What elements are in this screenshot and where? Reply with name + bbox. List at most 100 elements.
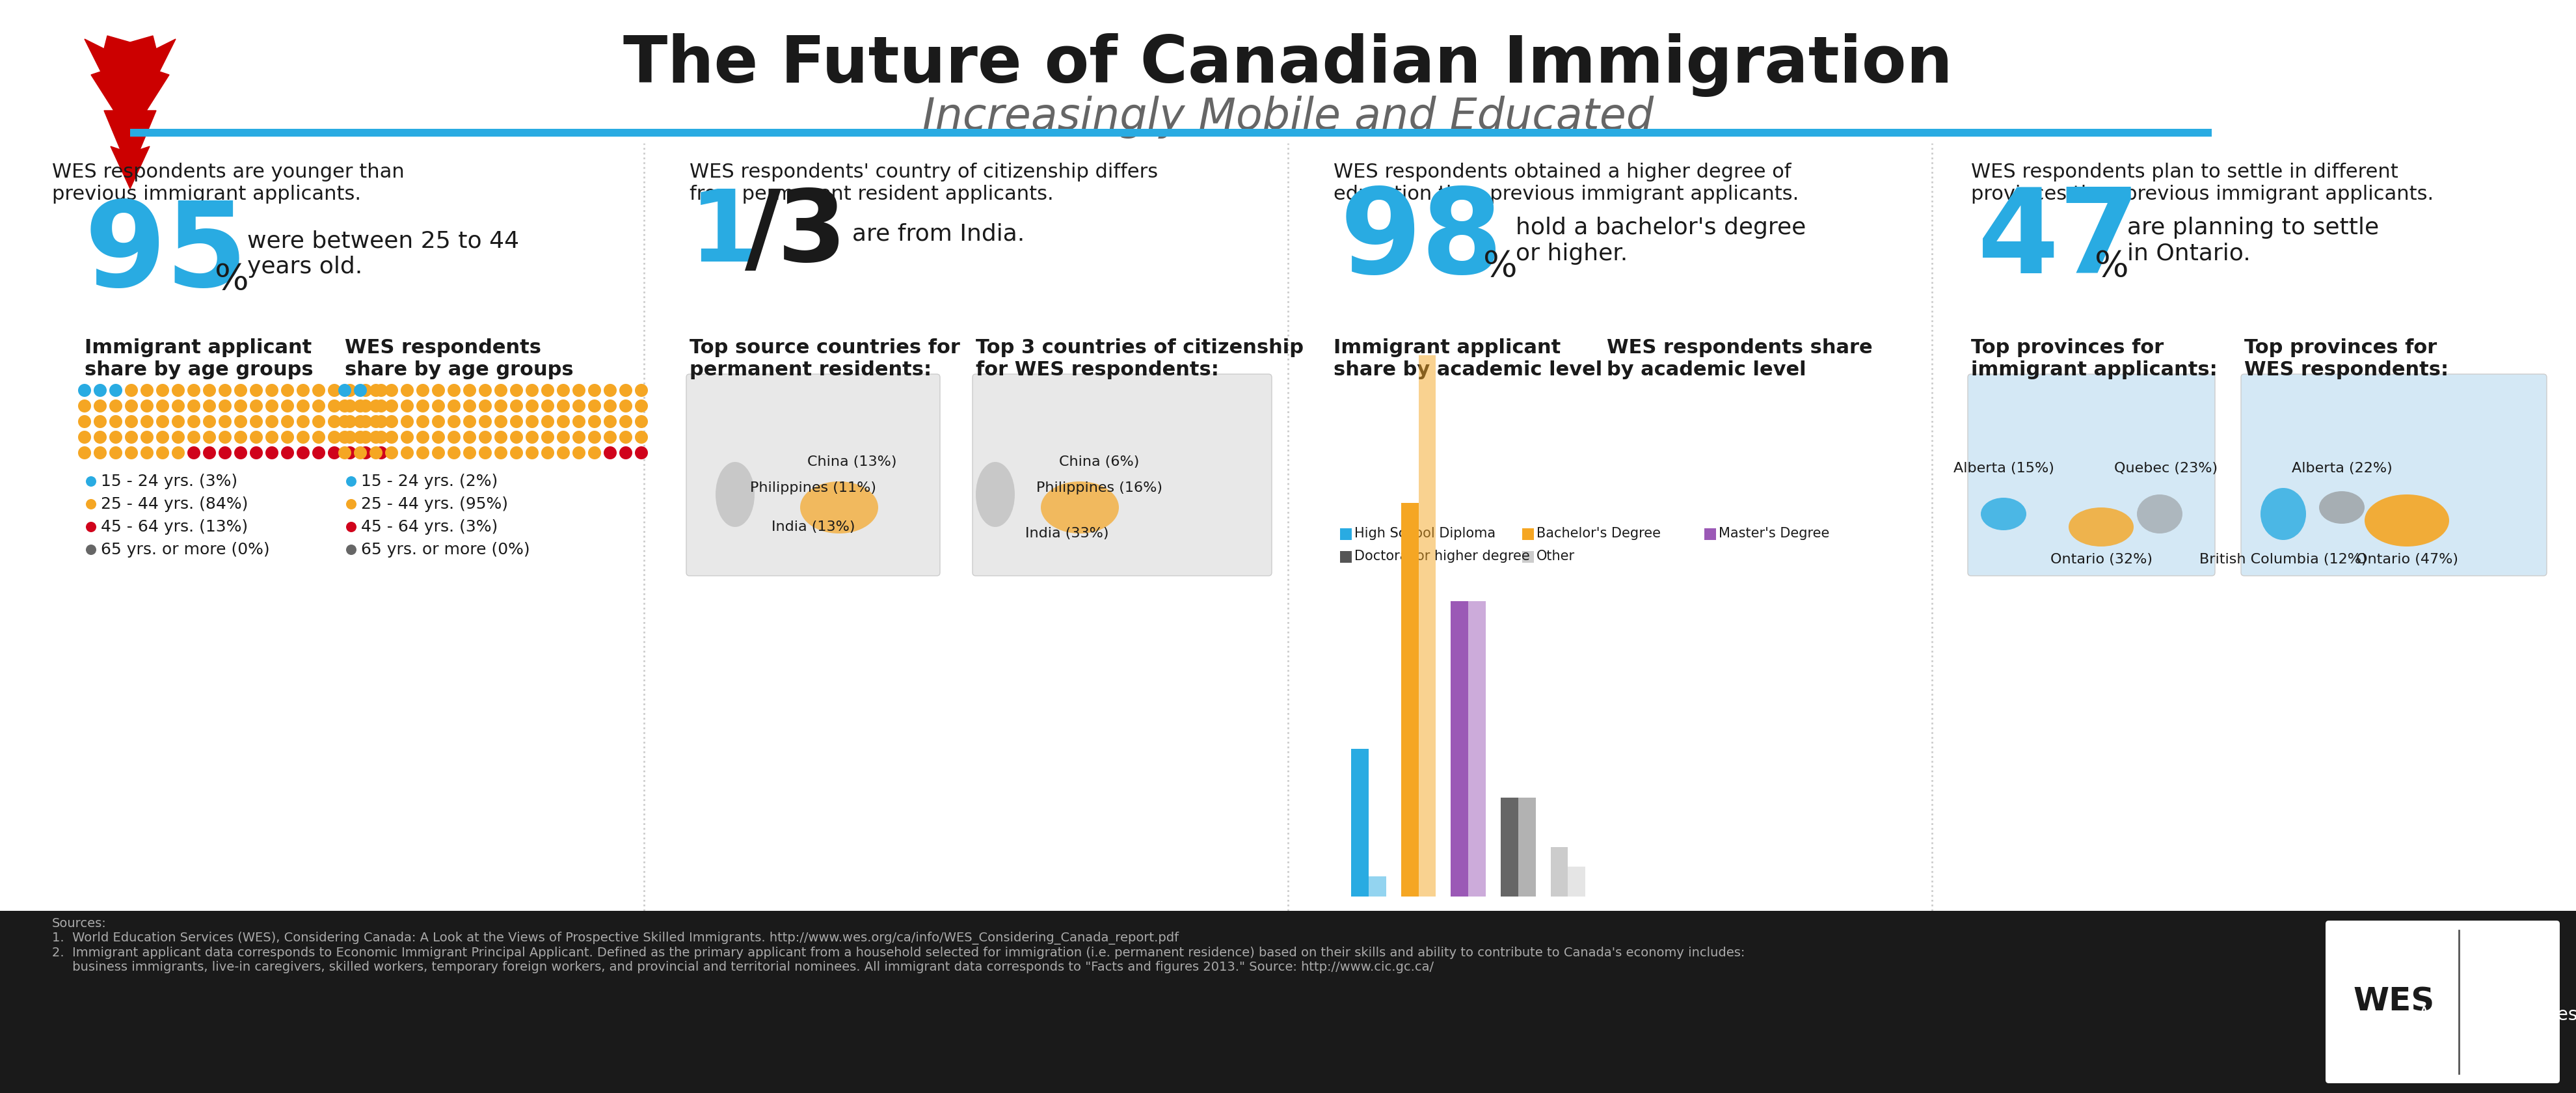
Text: Bachelor's Degree: Bachelor's Degree — [1535, 527, 1662, 540]
Circle shape — [142, 415, 155, 428]
Circle shape — [281, 446, 294, 459]
Circle shape — [234, 446, 247, 459]
Text: Alberta (15%): Alberta (15%) — [1953, 462, 2053, 475]
Circle shape — [541, 415, 554, 428]
Circle shape — [234, 399, 247, 412]
Ellipse shape — [1041, 481, 1118, 533]
Text: 15 - 24 yrs. (2%): 15 - 24 yrs. (2%) — [361, 473, 497, 490]
Circle shape — [556, 384, 569, 397]
Bar — [1340, 551, 1352, 563]
Circle shape — [448, 415, 461, 428]
Circle shape — [417, 415, 430, 428]
Circle shape — [173, 431, 185, 444]
Circle shape — [433, 384, 446, 397]
Circle shape — [77, 399, 90, 412]
Circle shape — [587, 384, 600, 397]
Circle shape — [281, 384, 294, 397]
Circle shape — [618, 415, 631, 428]
Circle shape — [157, 415, 170, 428]
Circle shape — [188, 431, 201, 444]
Ellipse shape — [976, 462, 1015, 527]
Text: Doctoral or higher degree: Doctoral or higher degree — [1355, 550, 1530, 563]
Bar — [0, 910, 2576, 1093]
Bar — [1522, 551, 1533, 563]
Circle shape — [448, 446, 461, 459]
Circle shape — [603, 399, 616, 412]
Circle shape — [510, 384, 523, 397]
Circle shape — [603, 384, 616, 397]
Circle shape — [142, 384, 155, 397]
Circle shape — [479, 415, 492, 428]
Circle shape — [541, 399, 554, 412]
Circle shape — [368, 415, 381, 428]
Circle shape — [541, 384, 554, 397]
Circle shape — [173, 399, 185, 412]
Circle shape — [368, 431, 381, 444]
Circle shape — [265, 415, 278, 428]
Circle shape — [93, 384, 106, 397]
Circle shape — [448, 431, 461, 444]
Circle shape — [343, 431, 355, 444]
Circle shape — [337, 446, 350, 459]
Circle shape — [93, 415, 106, 428]
Circle shape — [464, 415, 477, 428]
Circle shape — [124, 415, 139, 428]
Bar — [1368, 877, 1386, 896]
Circle shape — [556, 415, 569, 428]
Ellipse shape — [2069, 507, 2133, 546]
Circle shape — [495, 384, 507, 397]
Circle shape — [93, 446, 106, 459]
Circle shape — [77, 415, 90, 428]
Circle shape — [234, 431, 247, 444]
Circle shape — [265, 384, 278, 397]
Circle shape — [85, 544, 95, 555]
Circle shape — [188, 384, 201, 397]
Circle shape — [417, 446, 430, 459]
Circle shape — [368, 384, 381, 397]
Circle shape — [358, 399, 371, 412]
Circle shape — [572, 399, 585, 412]
Circle shape — [572, 384, 585, 397]
Circle shape — [402, 431, 415, 444]
Circle shape — [464, 399, 477, 412]
Circle shape — [188, 415, 201, 428]
Text: %: % — [1484, 249, 1517, 284]
Circle shape — [384, 399, 399, 412]
Circle shape — [343, 415, 355, 428]
Circle shape — [345, 477, 355, 486]
Text: Quebec (23%): Quebec (23%) — [2115, 462, 2218, 475]
Text: were between 25 to 44
years old.: were between 25 to 44 years old. — [247, 230, 520, 278]
Circle shape — [358, 384, 371, 397]
Circle shape — [124, 431, 139, 444]
Circle shape — [219, 399, 232, 412]
Text: 25 - 44 yrs. (84%): 25 - 44 yrs. (84%) — [100, 496, 247, 512]
Text: China (13%): China (13%) — [806, 456, 896, 469]
Circle shape — [173, 384, 185, 397]
Ellipse shape — [801, 481, 878, 533]
Text: Philippines (16%): Philippines (16%) — [1036, 481, 1162, 494]
FancyBboxPatch shape — [1968, 374, 2215, 576]
Text: Immigrant applicant
share by academic level: Immigrant applicant share by academic le… — [1334, 339, 1602, 379]
Circle shape — [77, 431, 90, 444]
Circle shape — [142, 399, 155, 412]
Circle shape — [142, 431, 155, 444]
Circle shape — [219, 431, 232, 444]
Text: Top 3 countries of citizenship
for WES respondents:: Top 3 countries of citizenship for WES r… — [976, 339, 1303, 379]
Circle shape — [265, 399, 278, 412]
Circle shape — [296, 415, 309, 428]
Text: /: / — [744, 186, 781, 283]
Circle shape — [77, 446, 90, 459]
Text: are planning to settle
in Ontario.: are planning to settle in Ontario. — [2128, 216, 2380, 265]
Text: 3: 3 — [778, 186, 848, 283]
Bar — [1468, 601, 1486, 896]
Circle shape — [464, 446, 477, 459]
Ellipse shape — [1981, 497, 2027, 530]
Circle shape — [327, 399, 340, 412]
Circle shape — [402, 399, 415, 412]
Circle shape — [587, 415, 600, 428]
Text: India (13%): India (13%) — [770, 520, 855, 533]
Circle shape — [250, 399, 263, 412]
Text: India (33%): India (33%) — [1025, 527, 1108, 540]
Circle shape — [526, 431, 538, 444]
Circle shape — [495, 415, 507, 428]
